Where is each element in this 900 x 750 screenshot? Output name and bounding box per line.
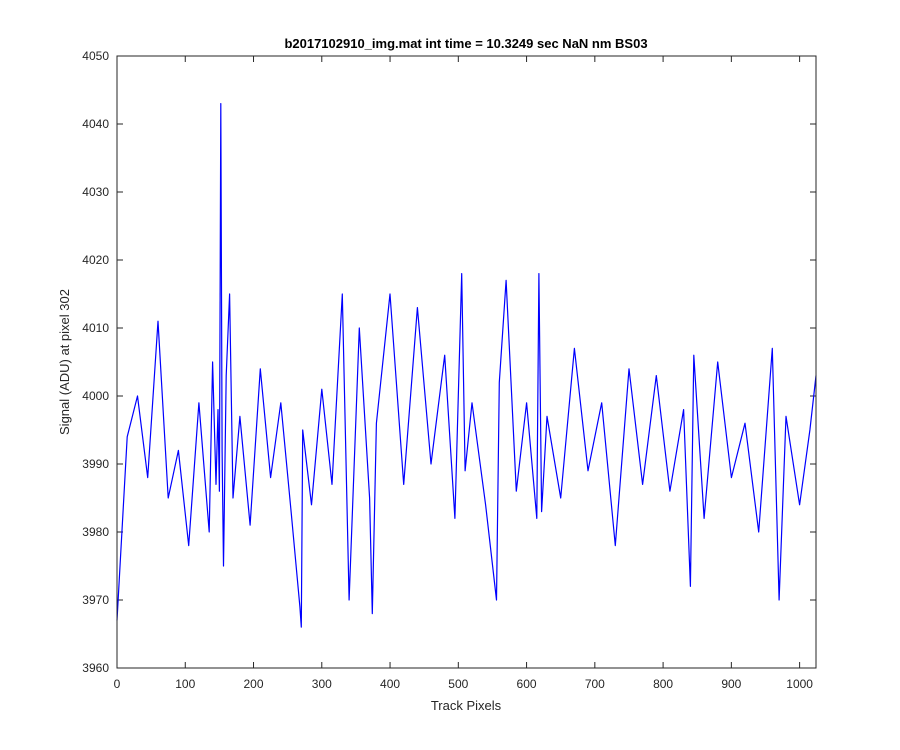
x-tick-label: 700 (585, 677, 605, 691)
y-tick-label: 4040 (82, 117, 109, 131)
x-axis-label: Track Pixels (431, 698, 502, 713)
y-tick-label: 3990 (82, 457, 109, 471)
y-tick-label: 3970 (82, 593, 109, 607)
x-tick-label: 200 (244, 677, 264, 691)
plot-frame (116, 55, 817, 669)
y-axis-label: Signal (ADU) at pixel 302 (57, 289, 72, 435)
plot-area (117, 56, 816, 668)
x-tick-label: 100 (175, 677, 195, 691)
y-tick-label: 4010 (82, 321, 109, 335)
chart-title: b2017102910_img.mat int time = 10.3249 s… (284, 36, 647, 51)
x-tick-label: 600 (517, 677, 537, 691)
x-tick-label: 500 (448, 677, 468, 691)
signal-series-line (116, 102, 817, 628)
y-tick-label: 3980 (82, 525, 109, 539)
y-tick-label: 4020 (82, 253, 109, 267)
y-axis: 3960 3970 3980 3990 4000 4010 4020 4030 4040 4050 (82, 49, 816, 675)
x-tick-label: 0 (114, 677, 121, 691)
x-axis: 0 100 200 300 400 500 600 700 800 900 1000 (114, 56, 813, 691)
y-tick-label: 4050 (82, 49, 109, 63)
x-tick-label: 1000 (786, 677, 813, 691)
x-tick-label: 300 (312, 677, 332, 691)
x-tick-label: 400 (380, 677, 400, 691)
x-tick-label: 900 (721, 677, 741, 691)
y-tick-label: 3960 (82, 661, 109, 675)
y-tick-label: 4030 (82, 185, 109, 199)
y-tick-label: 4000 (82, 389, 109, 403)
x-tick-label: 800 (653, 677, 673, 691)
